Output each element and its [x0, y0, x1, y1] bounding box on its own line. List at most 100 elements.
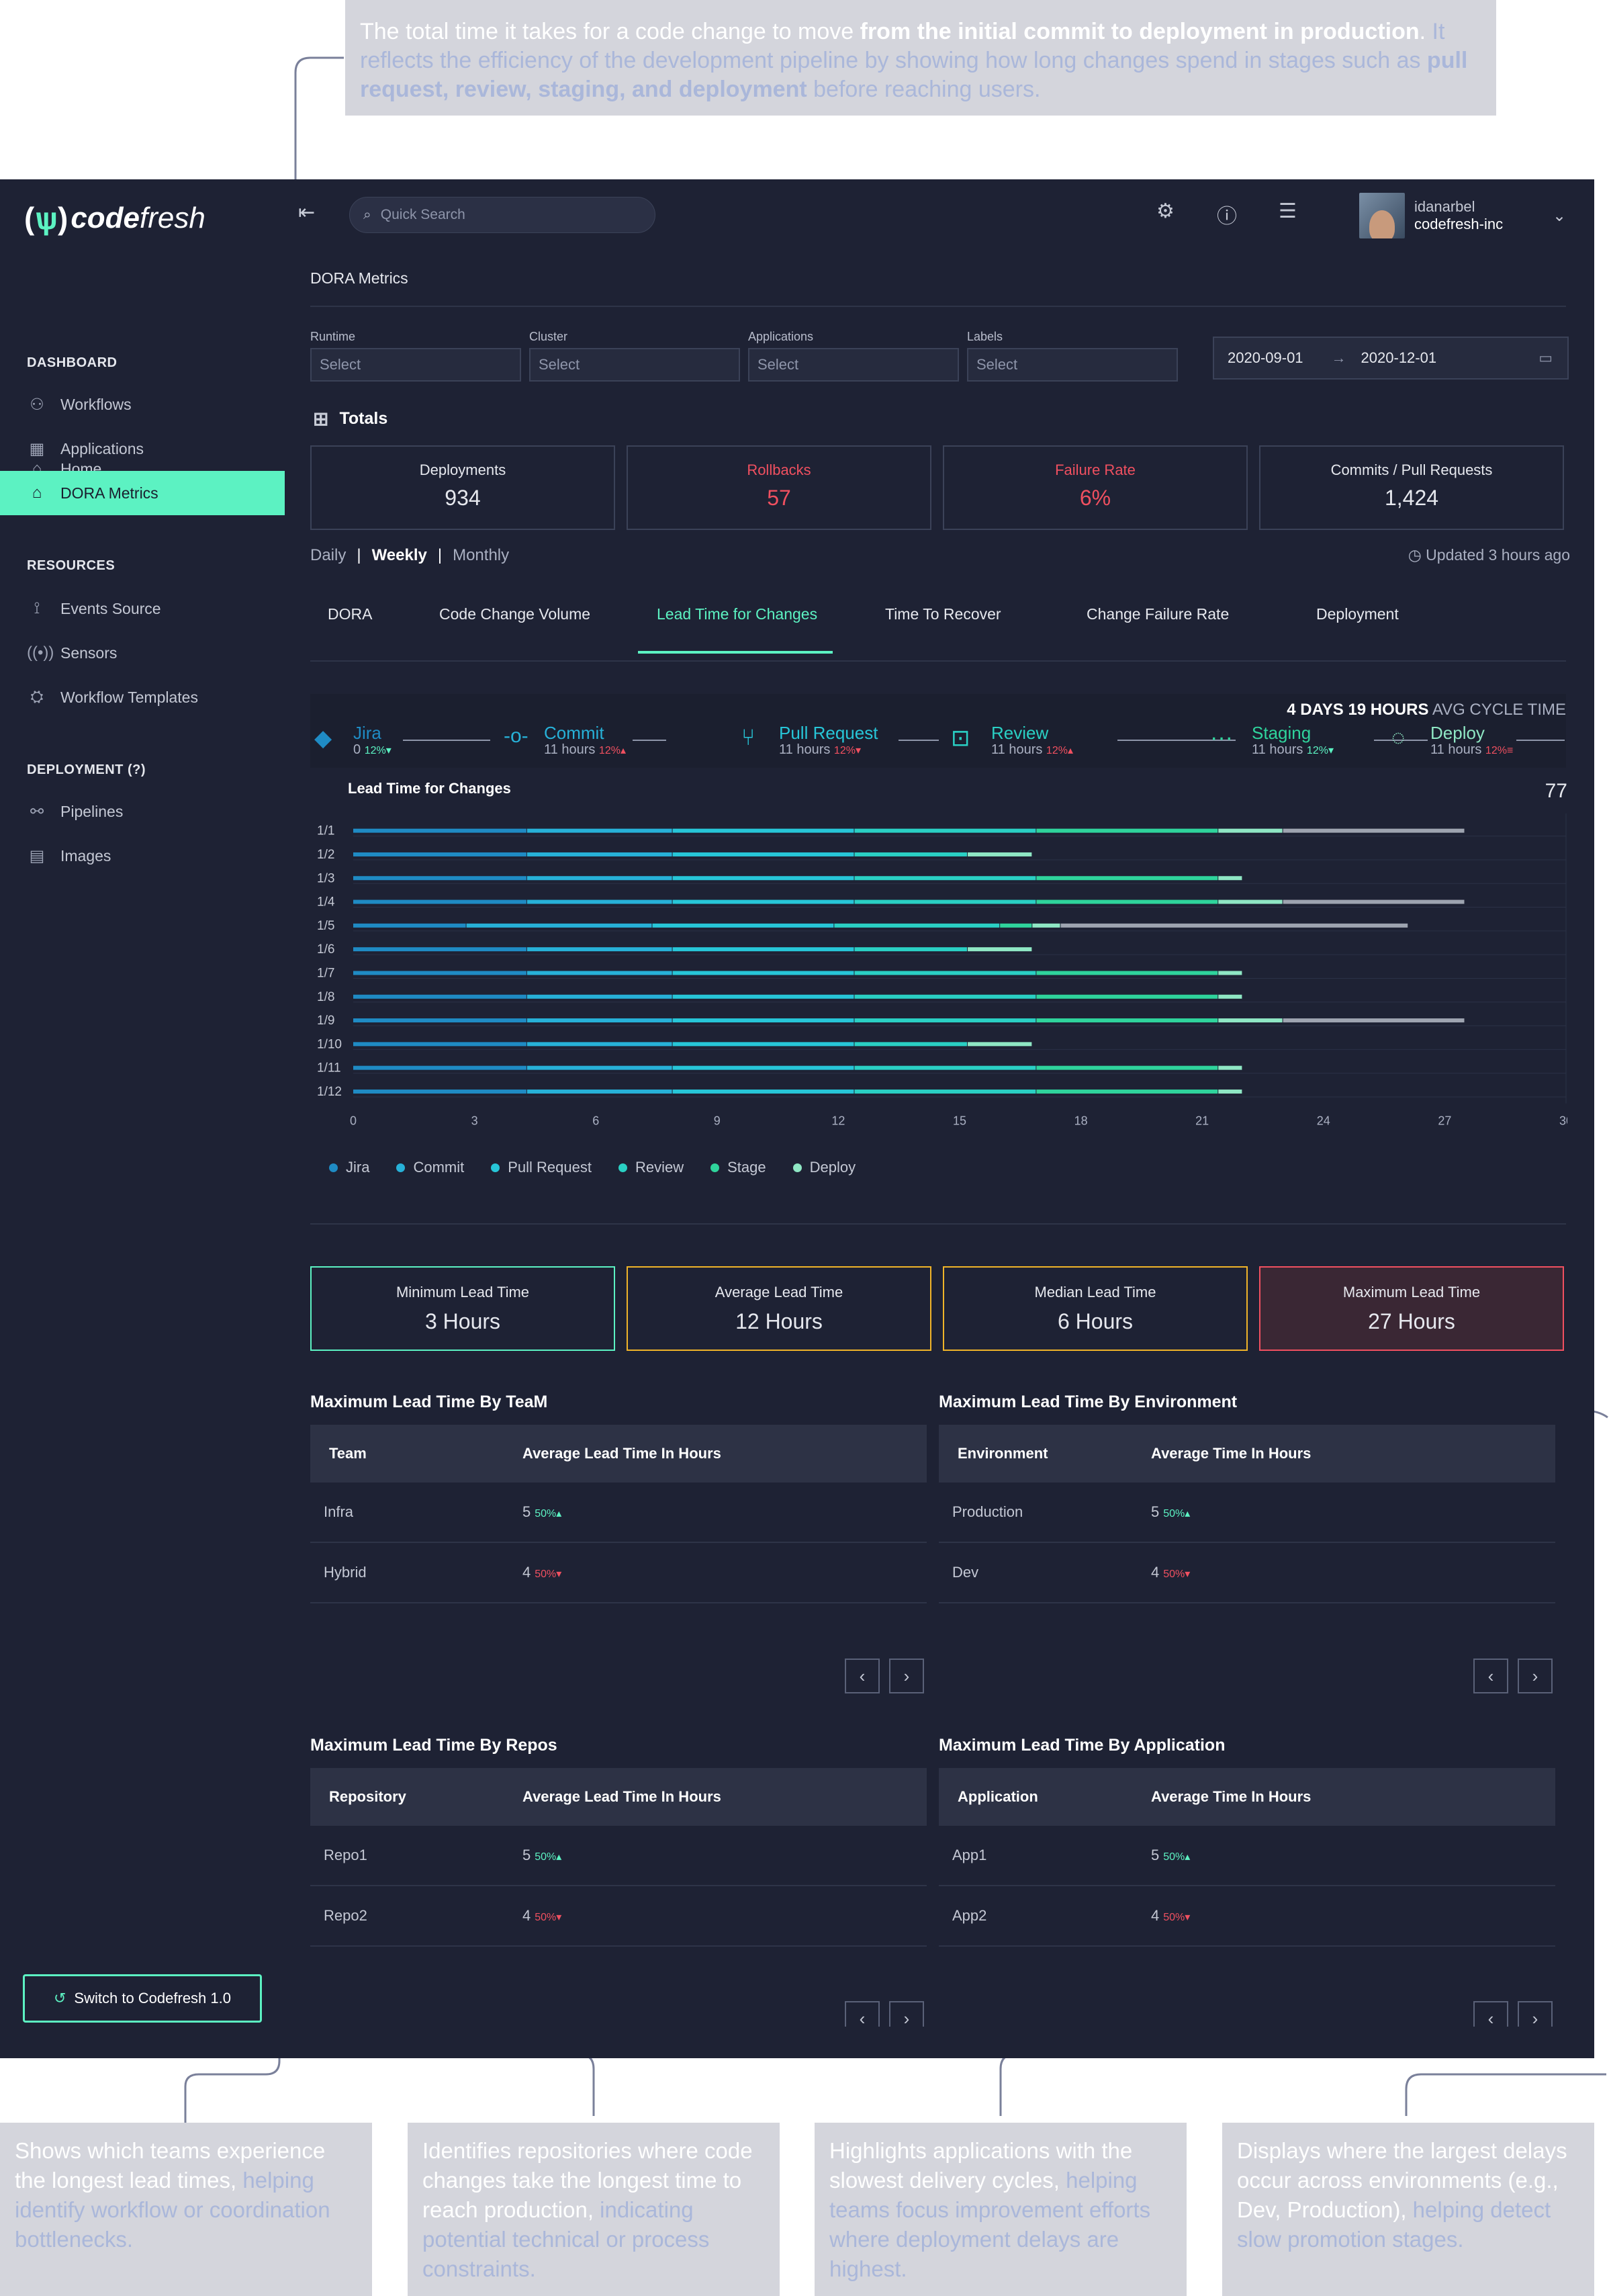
date-range-picker[interactable]: 2020-09-01 → 2020-12-01 ▭ [1213, 337, 1569, 380]
sidebar-item-events-source[interactable]: ⟟ Events Source [0, 586, 285, 631]
sidebar-item-workflow-templates[interactable]: ⛭ Workflow Templates [0, 675, 285, 719]
bar-segment[interactable] [1036, 876, 1218, 881]
bar-segment[interactable] [672, 971, 854, 975]
codefresh-logo[interactable]: (ѱ) code fresh [24, 201, 205, 236]
bar-segment[interactable] [854, 947, 968, 952]
sidebar-item-pipelines[interactable]: ⚯ Pipelines [0, 789, 285, 834]
cluster-select[interactable]: Select [529, 348, 740, 382]
user-menu[interactable]: idanarbel codefresh-inc [1359, 193, 1503, 238]
legend-item[interactable]: Deploy [792, 1159, 856, 1176]
bar-segment[interactable] [353, 899, 526, 904]
bar-segment[interactable] [1036, 1089, 1218, 1094]
legend-item[interactable]: Pull Request [491, 1159, 592, 1176]
bar-segment[interactable] [353, 1042, 526, 1047]
sidebar-item-workflows[interactable]: ⚇ Workflows [0, 382, 285, 427]
chevron-down-icon[interactable]: ⌄ [1553, 207, 1567, 225]
bar-segment[interactable] [1218, 828, 1283, 833]
next-page-button[interactable]: › [1518, 2001, 1553, 2027]
bar-segment[interactable] [968, 947, 1032, 952]
table-row[interactable]: Hybrid 4 50%▾ [310, 1543, 927, 1603]
period-monthly[interactable]: Monthly [453, 546, 510, 564]
bar-segment[interactable] [854, 994, 1036, 999]
bar-segment[interactable] [1283, 899, 1465, 904]
table-row[interactable]: Infra 5 50%▴ [310, 1483, 927, 1543]
switch-codefresh-button[interactable]: ↺ Switch to Codefresh 1.0 [23, 1974, 262, 2023]
bar-segment[interactable] [526, 994, 672, 999]
bar-segment[interactable] [1000, 923, 1032, 928]
table-row[interactable]: Dev 4 50%▾ [939, 1543, 1555, 1603]
tab-time-to-recover[interactable]: Time To Recover [885, 605, 1001, 623]
bar-segment[interactable] [353, 1018, 526, 1023]
bar-segment[interactable] [1218, 876, 1242, 881]
legend-item[interactable]: Commit [396, 1159, 464, 1176]
search-input[interactable]: ⌕ Quick Search [349, 197, 655, 233]
bar-segment[interactable] [854, 1042, 968, 1047]
list-icon[interactable]: ☰ [1279, 200, 1297, 222]
bar-segment[interactable] [526, 947, 672, 952]
bar-segment[interactable] [672, 876, 854, 881]
legend-item[interactable]: Review [618, 1159, 684, 1176]
bar-segment[interactable] [1283, 1018, 1465, 1023]
bar-segment[interactable] [526, 899, 672, 904]
bar-segment[interactable] [854, 899, 1036, 904]
bar-segment[interactable] [353, 852, 526, 856]
prev-page-button[interactable]: ‹ [845, 2001, 880, 2027]
bar-segment[interactable] [854, 852, 968, 856]
bar-segment[interactable] [672, 947, 854, 952]
bar-segment[interactable] [1218, 1065, 1242, 1070]
bar-segment[interactable] [672, 899, 854, 904]
bar-segment[interactable] [1036, 1018, 1218, 1023]
bar-segment[interactable] [854, 1018, 1036, 1023]
period-weekly[interactable]: Weekly [371, 546, 427, 564]
applications-select[interactable]: Select [748, 348, 959, 382]
bar-segment[interactable] [968, 852, 1032, 856]
bar-segment[interactable] [466, 923, 652, 928]
bar-segment[interactable] [1218, 994, 1242, 999]
bar-segment[interactable] [353, 1089, 526, 1094]
runtime-select[interactable]: Select [310, 348, 521, 382]
bar-segment[interactable] [854, 876, 1036, 881]
prev-page-button[interactable]: ‹ [1473, 2001, 1508, 2027]
bar-segment[interactable] [526, 1089, 672, 1094]
sidebar-item-sensors[interactable]: ((•)) Sensors [27, 644, 118, 662]
bar-segment[interactable] [1283, 828, 1465, 833]
bar-segment[interactable] [353, 971, 526, 975]
bar-segment[interactable] [854, 828, 1036, 833]
bar-segment[interactable] [672, 828, 854, 833]
tab-lead-time[interactable]: Lead Time for Changes [657, 605, 818, 623]
prev-page-button[interactable]: ‹ [1473, 1659, 1508, 1693]
next-page-button[interactable]: › [889, 2001, 924, 2027]
bar-segment[interactable] [1218, 971, 1242, 975]
collapse-sidebar-icon[interactable]: ⇤ [298, 202, 316, 224]
bar-segment[interactable] [968, 1042, 1032, 1047]
tab-dora[interactable]: DORA [328, 605, 373, 623]
bar-segment[interactable] [526, 1018, 672, 1023]
bar-segment[interactable] [672, 1042, 854, 1047]
table-row[interactable]: Repo2 4 50%▾ [310, 1886, 927, 1947]
bar-segment[interactable] [526, 971, 672, 975]
legend-item[interactable]: Jira [329, 1159, 369, 1176]
prev-page-button[interactable]: ‹ [845, 1659, 880, 1693]
tab-code-change-volume[interactable]: Code Change Volume [439, 605, 591, 623]
bar-segment[interactable] [672, 1018, 854, 1023]
bar-segment[interactable] [353, 923, 466, 928]
bar-segment[interactable] [1036, 1065, 1218, 1070]
bar-segment[interactable] [1036, 994, 1218, 999]
bar-segment[interactable] [526, 1042, 672, 1047]
bar-segment[interactable] [854, 1089, 1036, 1094]
bar-segment[interactable] [672, 994, 854, 999]
bar-segment[interactable] [353, 947, 526, 952]
next-page-button[interactable]: › [1518, 1659, 1553, 1693]
bar-segment[interactable] [526, 852, 672, 856]
bar-segment[interactable] [834, 923, 1000, 928]
table-row[interactable]: App2 4 50%▾ [939, 1886, 1555, 1947]
bar-segment[interactable] [526, 828, 672, 833]
bar-segment[interactable] [1036, 828, 1218, 833]
bar-segment[interactable] [353, 994, 526, 999]
tab-deployment[interactable]: Deployment [1316, 605, 1399, 623]
bar-segment[interactable] [652, 923, 834, 928]
bar-segment[interactable] [672, 852, 854, 856]
bar-segment[interactable] [353, 1065, 526, 1070]
bar-segment[interactable] [353, 828, 526, 833]
table-row[interactable]: Production 5 50%▴ [939, 1483, 1555, 1543]
